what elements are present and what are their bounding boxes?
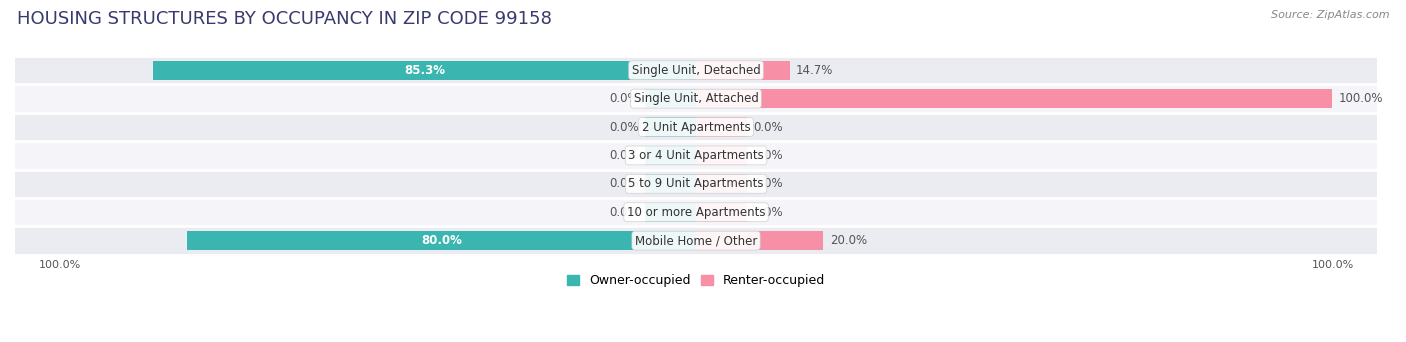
Text: 0.0%: 0.0% [609,177,638,190]
Bar [15,84,1376,113]
Text: 85.3%: 85.3% [404,64,446,77]
Text: 10 or more Apartments: 10 or more Apartments [627,206,765,219]
Text: Source: ZipAtlas.com: Source: ZipAtlas.com [1271,10,1389,20]
Text: Mobile Home / Other: Mobile Home / Other [636,234,758,247]
Bar [696,146,747,165]
Bar [696,202,747,222]
Text: 0.0%: 0.0% [754,177,783,190]
Bar [696,117,747,137]
Bar [15,198,1376,226]
Text: 0.0%: 0.0% [609,206,638,219]
Text: Single Unit, Detached: Single Unit, Detached [631,64,761,77]
Text: 14.7%: 14.7% [796,64,834,77]
Text: 0.0%: 0.0% [754,206,783,219]
Bar [645,89,696,108]
Bar [645,117,696,137]
Text: 0.0%: 0.0% [609,92,638,105]
Legend: Owner-occupied, Renter-occupied: Owner-occupied, Renter-occupied [561,269,831,292]
Bar [696,174,747,194]
Bar [15,56,1376,84]
Text: 20.0%: 20.0% [830,234,868,247]
Bar [153,61,696,80]
Bar [15,170,1376,198]
Bar [696,61,790,80]
Text: 0.0%: 0.0% [609,120,638,133]
Bar [15,113,1376,141]
Bar [645,174,696,194]
Bar [696,89,1333,108]
Text: 3 or 4 Unit Apartments: 3 or 4 Unit Apartments [628,149,763,162]
Text: 80.0%: 80.0% [420,234,463,247]
Bar [187,231,696,250]
Text: 5 to 9 Unit Apartments: 5 to 9 Unit Apartments [628,177,763,190]
Bar [645,146,696,165]
Text: 0.0%: 0.0% [754,149,783,162]
Text: 0.0%: 0.0% [754,120,783,133]
Text: 0.0%: 0.0% [609,149,638,162]
Bar [696,231,824,250]
Text: 100.0%: 100.0% [1339,92,1384,105]
Bar [15,141,1376,170]
Text: 2 Unit Apartments: 2 Unit Apartments [641,120,751,133]
Text: Single Unit, Attached: Single Unit, Attached [634,92,758,105]
Bar [645,202,696,222]
Text: HOUSING STRUCTURES BY OCCUPANCY IN ZIP CODE 99158: HOUSING STRUCTURES BY OCCUPANCY IN ZIP C… [17,10,551,28]
Bar [15,226,1376,255]
